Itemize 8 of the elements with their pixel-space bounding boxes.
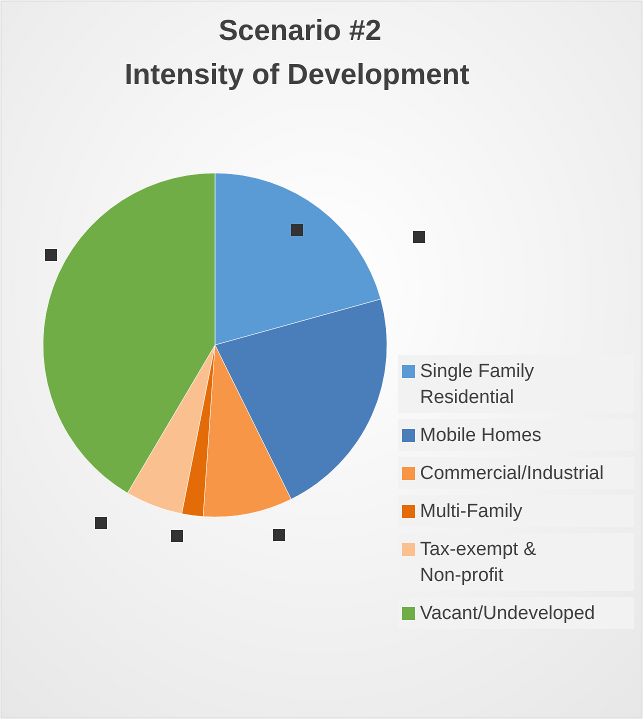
- chart-title: Scenario #2: [218, 15, 382, 47]
- legend-label: Tax-exempt & Non-profit: [420, 539, 536, 586]
- chart-subtitle: Intensity of Development: [124, 59, 470, 91]
- legend-label: Vacant/Undeveloped: [420, 603, 595, 624]
- legend-label: Multi-Family: [420, 501, 523, 522]
- legend-label: Commercial/Industrial: [420, 463, 604, 484]
- legend-label: Mobile Homes: [420, 425, 542, 446]
- legend-label: Single Family Residential: [420, 361, 535, 408]
